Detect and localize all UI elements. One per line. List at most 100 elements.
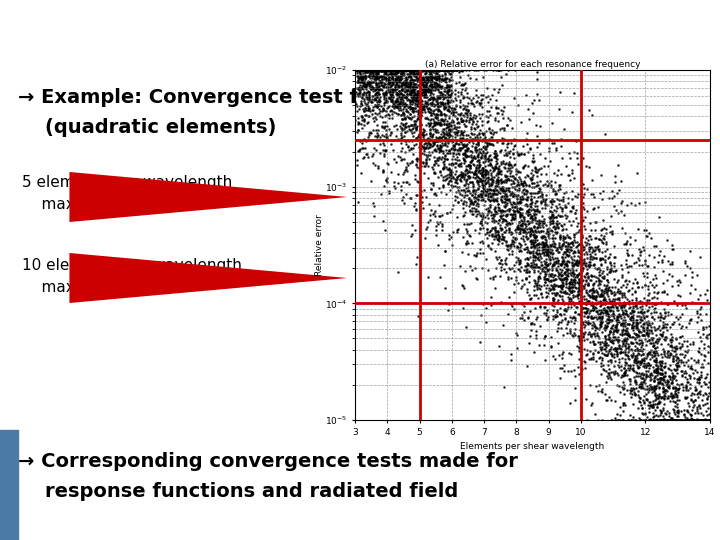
Point xyxy=(626,251,638,259)
Point xyxy=(590,253,601,262)
Point xyxy=(642,296,653,305)
Point xyxy=(475,152,487,161)
Point xyxy=(531,202,543,211)
Point xyxy=(490,264,502,272)
Point xyxy=(600,306,612,315)
Point xyxy=(403,113,415,122)
Point xyxy=(601,276,613,285)
Point xyxy=(630,368,642,376)
Point xyxy=(364,89,375,98)
Point xyxy=(547,285,559,293)
Point xyxy=(426,75,437,83)
Point xyxy=(585,306,597,314)
Point xyxy=(410,70,421,78)
Point xyxy=(444,84,455,93)
Point xyxy=(420,85,432,94)
Point xyxy=(666,346,678,354)
Point xyxy=(544,134,555,143)
Point xyxy=(384,70,395,79)
Point xyxy=(527,240,539,248)
Point xyxy=(420,66,431,75)
Point xyxy=(506,237,518,246)
Point xyxy=(426,185,437,194)
Point xyxy=(480,161,491,170)
Point xyxy=(395,73,406,82)
Point xyxy=(354,69,365,78)
Point xyxy=(533,220,544,229)
Point xyxy=(464,110,476,119)
Point xyxy=(476,219,487,227)
Point xyxy=(682,416,693,424)
Point xyxy=(542,228,554,237)
Point xyxy=(391,66,402,75)
Point xyxy=(446,116,458,124)
Point xyxy=(626,352,637,360)
Point xyxy=(552,262,564,271)
Point xyxy=(626,284,637,292)
Point xyxy=(678,383,689,391)
Point xyxy=(404,102,415,111)
Point xyxy=(409,66,420,75)
Point xyxy=(369,66,381,75)
Point xyxy=(414,81,426,90)
Point xyxy=(356,93,368,102)
Point xyxy=(441,120,453,129)
Point xyxy=(598,304,610,313)
Point xyxy=(369,211,380,220)
Point xyxy=(441,74,453,83)
Point xyxy=(503,159,514,168)
Point xyxy=(610,366,621,375)
Point xyxy=(359,66,371,75)
Point xyxy=(474,211,486,219)
Point xyxy=(372,66,384,75)
Point xyxy=(639,319,650,328)
Point xyxy=(423,115,434,124)
Point xyxy=(456,133,467,142)
Point xyxy=(552,296,564,305)
Point xyxy=(349,66,361,75)
Point xyxy=(404,104,415,113)
Point xyxy=(363,66,374,75)
Point xyxy=(659,308,670,317)
Point xyxy=(582,319,594,327)
Point xyxy=(544,254,556,263)
Point xyxy=(436,154,447,163)
Point xyxy=(406,120,418,129)
Point xyxy=(578,184,590,192)
Point xyxy=(415,144,427,153)
Point xyxy=(512,222,523,231)
Point xyxy=(603,278,614,286)
Point xyxy=(654,313,666,321)
Point xyxy=(636,383,647,391)
Point xyxy=(661,416,672,424)
Point xyxy=(356,66,367,75)
Point xyxy=(415,66,426,75)
Point xyxy=(436,133,448,141)
Point xyxy=(638,312,649,321)
Point xyxy=(641,320,652,328)
Point xyxy=(353,66,364,75)
Point xyxy=(679,257,690,266)
Point xyxy=(674,416,685,424)
Point xyxy=(379,66,390,75)
Point xyxy=(416,85,428,94)
Point xyxy=(655,374,667,382)
Point xyxy=(693,392,704,401)
Point xyxy=(462,70,473,79)
Point xyxy=(667,281,678,290)
Point xyxy=(596,388,608,397)
Point xyxy=(443,97,454,106)
Point xyxy=(478,148,490,157)
Point xyxy=(568,260,580,268)
Point xyxy=(460,106,472,115)
Point xyxy=(392,125,403,133)
Point xyxy=(444,300,455,308)
Point xyxy=(504,244,516,252)
Point xyxy=(452,126,464,135)
Point xyxy=(418,80,429,89)
Point xyxy=(415,68,426,76)
Point xyxy=(377,66,388,75)
Point xyxy=(614,388,626,396)
Point xyxy=(605,350,616,359)
Point xyxy=(466,204,477,212)
